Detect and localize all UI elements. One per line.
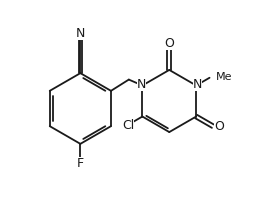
Text: O: O (164, 37, 173, 50)
Text: N: N (192, 78, 201, 91)
Text: N: N (136, 78, 146, 91)
Text: Cl: Cl (122, 119, 134, 132)
Text: N: N (75, 28, 85, 40)
Text: Me: Me (215, 72, 231, 82)
Text: O: O (213, 120, 223, 133)
Text: F: F (76, 157, 84, 170)
